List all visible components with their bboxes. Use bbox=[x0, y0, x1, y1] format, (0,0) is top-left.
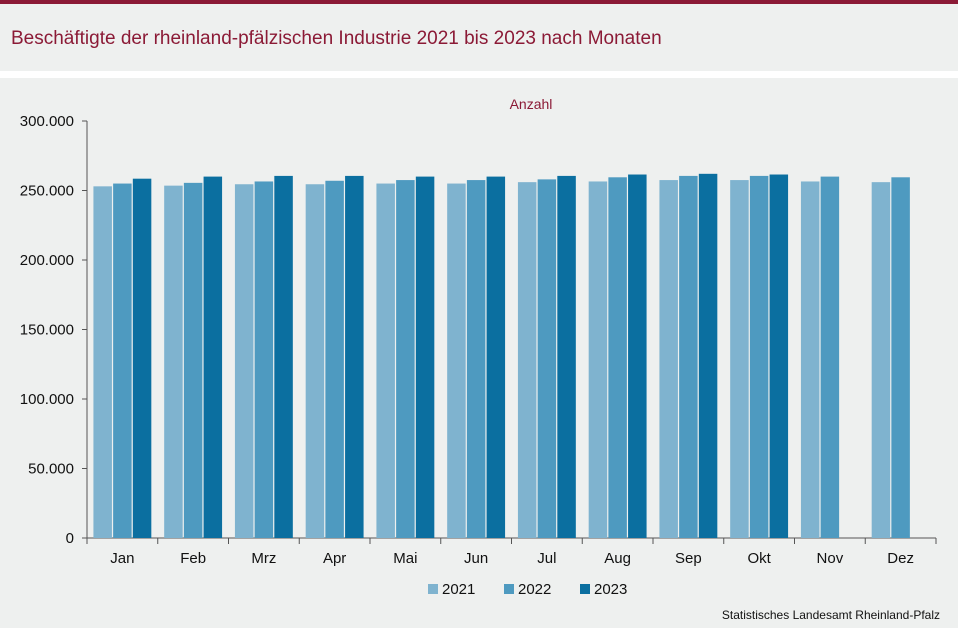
bar-2023-Jun bbox=[486, 176, 506, 538]
y-tick-label: 100.000 bbox=[20, 391, 74, 408]
chart-header: Beschäftigte der rheinland-pfälzischen I… bbox=[0, 4, 958, 71]
x-tick-label: Jul bbox=[537, 550, 556, 567]
x-tick-label: Jun bbox=[464, 550, 488, 567]
bar-2021-Mai bbox=[376, 183, 395, 539]
source-note: Statistisches Landesamt Rheinland-Pfalz bbox=[721, 608, 940, 622]
bar-2023-Apr bbox=[345, 175, 364, 538]
bar-2023-Sep bbox=[698, 173, 718, 538]
bar-2021-Jul bbox=[517, 182, 537, 538]
bar-2022-Jul bbox=[537, 179, 557, 538]
unit-label: Anzahl bbox=[510, 96, 553, 112]
x-tick-label: Feb bbox=[180, 550, 206, 567]
bar-2022-Apr bbox=[325, 180, 344, 538]
y-tick-label: 150.000 bbox=[20, 322, 74, 339]
bar-2021-Mrz bbox=[234, 184, 254, 538]
x-tick-label: Mai bbox=[393, 550, 417, 567]
bar-2022-Sep bbox=[679, 175, 698, 538]
x-tick-label: Aug bbox=[604, 550, 631, 567]
x-tick-label: Nov bbox=[817, 550, 844, 567]
y-tick-label: 300.000 bbox=[20, 113, 74, 130]
bar-2023-Okt bbox=[769, 174, 789, 538]
legend-swatch-2022 bbox=[504, 584, 514, 594]
bar-2022-Dez bbox=[891, 177, 910, 539]
bar-2022-Okt bbox=[749, 175, 769, 538]
bar-2021-Apr bbox=[305, 184, 325, 538]
y-tick-label: 250.000 bbox=[20, 183, 74, 200]
x-tick-label: Okt bbox=[747, 550, 771, 567]
bar-2021-Dez bbox=[871, 182, 891, 538]
bar-2023-Aug bbox=[628, 174, 647, 538]
bar-2021-Jun bbox=[447, 183, 466, 539]
legend-swatch-2023 bbox=[580, 584, 590, 594]
y-tick-label: 50.000 bbox=[28, 461, 74, 478]
bar-chart: Anzahl 0 50.000 100.000 150.000 200.000 250.00… bbox=[20, 96, 937, 598]
chart-title: Beschäftigte der rheinland-pfälzischen I… bbox=[11, 28, 662, 49]
bar-2021-Aug bbox=[588, 181, 608, 538]
bar-2023-Mrz bbox=[274, 175, 293, 538]
x-tick-label: Mrz bbox=[251, 550, 276, 567]
legend-label-2022: 2022 bbox=[518, 581, 551, 598]
bar-2022-Aug bbox=[608, 177, 627, 539]
bar-2022-Jun bbox=[466, 180, 486, 538]
bar-2023-Jul bbox=[557, 175, 576, 538]
y-tick-label: 200.000 bbox=[20, 252, 74, 269]
x-tick-label: Apr bbox=[323, 550, 346, 567]
legend-label-2021: 2021 bbox=[442, 581, 475, 598]
legend-swatch-2021 bbox=[428, 584, 438, 594]
legend-label-2023: 2023 bbox=[594, 581, 627, 598]
chart-area: Anzahl 0 50.000 100.000 150.000 200.000 250.00… bbox=[0, 78, 958, 628]
x-tick-label: Jan bbox=[110, 550, 134, 567]
x-tick-label: Sep bbox=[675, 550, 702, 567]
bar-2022-Nov bbox=[820, 176, 840, 538]
bar-2022-Mrz bbox=[254, 181, 274, 538]
bar-2021-Okt bbox=[730, 180, 749, 538]
bar-2022-Jan bbox=[113, 183, 132, 539]
bar-2021-Feb bbox=[164, 185, 183, 538]
bar-2023-Feb bbox=[203, 176, 223, 538]
top-accent-bar bbox=[0, 0, 958, 4]
bar-2022-Feb bbox=[183, 182, 203, 538]
x-tick-label: Dez bbox=[887, 550, 914, 567]
bar-2021-Jan bbox=[93, 186, 112, 538]
y-tick-label: 0 bbox=[66, 530, 74, 547]
bar-2021-Nov bbox=[800, 181, 820, 538]
bar-2021-Sep bbox=[659, 180, 678, 538]
bar-2023-Mai bbox=[415, 176, 435, 538]
bar-2022-Mai bbox=[396, 180, 415, 538]
bar-2023-Jan bbox=[132, 178, 152, 538]
